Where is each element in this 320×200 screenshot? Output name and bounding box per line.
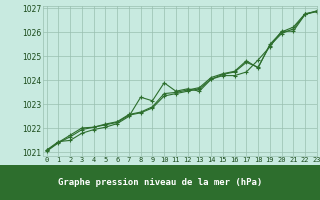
Text: Graphe pression niveau de la mer (hPa): Graphe pression niveau de la mer (hPa)	[58, 178, 262, 187]
